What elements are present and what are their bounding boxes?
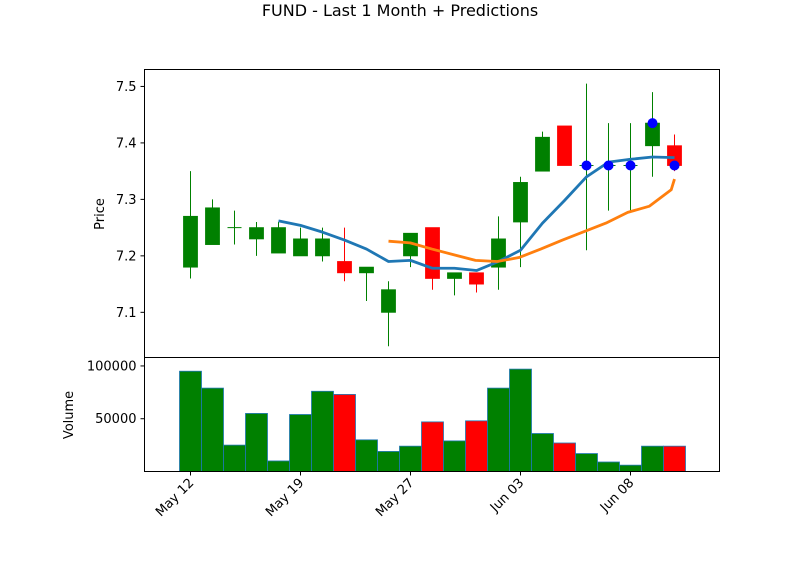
- candle-body: [425, 227, 440, 279]
- ma-long-line: [388, 178, 676, 263]
- candle-body: [249, 227, 264, 240]
- x-tick-label: May 19: [263, 476, 307, 520]
- prediction-marker: [603, 160, 614, 171]
- price-y-tick-label: 7.3: [116, 193, 137, 208]
- volume-bar: [333, 394, 356, 472]
- candle-body: [557, 125, 572, 166]
- candle: [447, 272, 462, 296]
- volume-bar: [421, 421, 444, 472]
- x-tick-label: Jun 03: [487, 476, 527, 516]
- x-tick-label: May 27: [373, 476, 417, 520]
- volume-bar: [663, 445, 686, 472]
- candle: [557, 125, 572, 166]
- price-y-axis: 7.1 7.2 7.3 7.4 7.5: [116, 80, 145, 321]
- candle: [469, 272, 484, 293]
- x-tick-label: Jun 08: [597, 476, 637, 516]
- prediction-marker: [625, 160, 636, 171]
- volume-bar: [223, 444, 246, 472]
- volume-bar: [553, 442, 576, 472]
- volume-y-tick-label: 100000: [87, 359, 137, 374]
- volume-bar: [179, 370, 202, 472]
- prediction-marker: [669, 160, 680, 171]
- candlestick-series: [183, 83, 682, 347]
- volume-bar: [641, 445, 664, 472]
- candle-body: [183, 215, 198, 268]
- candle-body: [513, 182, 528, 223]
- x-axis: May 12 May 19 May 27 Jun 03 Jun 08: [153, 471, 637, 520]
- prediction-marker: [647, 118, 658, 129]
- volume-bar: [465, 420, 488, 472]
- candle: [205, 199, 220, 245]
- volume-bar: [311, 390, 334, 472]
- price-y-tick-label: 7.1: [116, 306, 137, 321]
- candle-body: [469, 272, 484, 285]
- price-panel: 7.1 7.2 7.3 7.4 7.5 Price: [93, 69, 720, 358]
- chart-title: FUND - Last 1 Month + Predictions: [262, 1, 538, 20]
- price-y-tick-label: 7.5: [116, 80, 137, 95]
- candle: [271, 221, 286, 254]
- candle-body: [535, 136, 550, 172]
- candle: [315, 227, 330, 262]
- volume-y-label: Volume: [62, 391, 77, 439]
- volume-bar: [443, 440, 466, 472]
- candle-body: [271, 227, 286, 254]
- candle-body: [447, 272, 462, 279]
- volume-bar: [597, 461, 620, 472]
- candle: [645, 92, 660, 177]
- candle: [227, 210, 242, 245]
- candle-body: [205, 207, 220, 245]
- candle-body: [381, 289, 396, 313]
- volume-bar: [245, 413, 268, 472]
- volume-bar: [289, 414, 312, 472]
- price-y-tick-label: 7.4: [116, 136, 137, 151]
- candle: [183, 171, 198, 279]
- volume-y-tick-label: 50000: [95, 412, 136, 427]
- volume-bar: [531, 433, 554, 472]
- candle: [293, 227, 308, 257]
- volume-bar: [575, 453, 598, 472]
- volume-bar-series: [179, 368, 686, 472]
- volume-y-axis: 50000 100000: [87, 359, 145, 427]
- candle-body: [315, 238, 330, 257]
- candle-body: [359, 266, 374, 274]
- candle: [337, 227, 352, 282]
- price-plot-area: [144, 69, 720, 358]
- candle: [359, 266, 374, 302]
- prediction-marker: [581, 160, 592, 171]
- price-y-tick-label: 7.2: [116, 249, 137, 264]
- volume-plot-frame: [144, 357, 720, 472]
- x-tick-label: May 12: [153, 476, 197, 520]
- volume-bar: [267, 460, 290, 472]
- candle: [381, 281, 396, 347]
- candle-body: [293, 238, 308, 257]
- price-y-label: Price: [93, 198, 108, 230]
- volume-bar: [399, 445, 422, 472]
- candle: [249, 221, 264, 256]
- volume-bar: [355, 439, 378, 472]
- candle: [535, 131, 550, 172]
- volume-bar: [509, 368, 532, 472]
- prediction-markers: [581, 118, 680, 171]
- volume-bar: [619, 464, 642, 472]
- volume-panel: 50000 100000 Volume May 12 May 19 May 27 Jun…: [62, 357, 720, 520]
- candle-body: [337, 261, 352, 274]
- volume-bar: [377, 451, 400, 472]
- candle: [513, 176, 528, 268]
- volume-bar: [487, 387, 510, 472]
- volume-bar: [201, 387, 224, 472]
